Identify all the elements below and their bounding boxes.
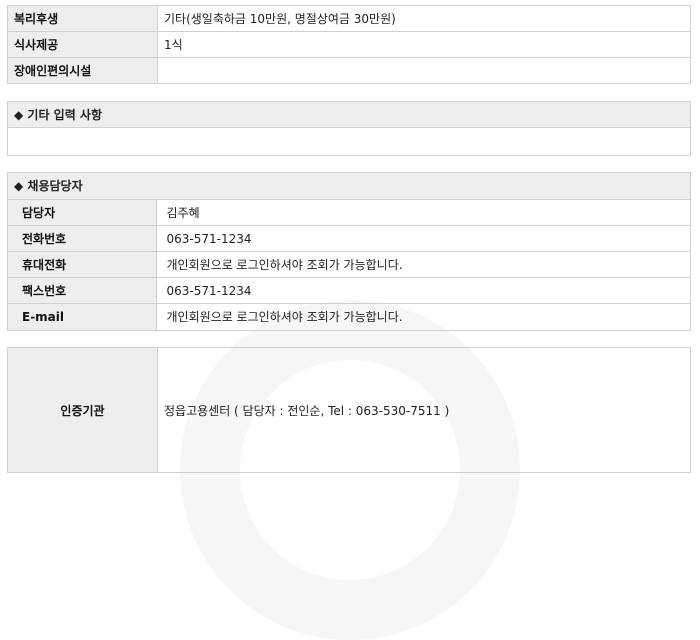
row-value	[157, 57, 691, 84]
row-label: 식사제공	[7, 31, 158, 58]
section-content	[8, 128, 690, 155]
table-row: 팩스번호 063-571-1234	[8, 277, 690, 304]
contact-section: ◆ 채용담당자 담당자 김주혜 전화번호 063-571-1234 휴대전화 개인회원…	[7, 172, 691, 331]
table-row: 복리후생 기타(생일축하금 10만원, 명절상여금 30만원)	[7, 5, 691, 32]
row-label: 담당자	[8, 199, 157, 226]
table-row: 휴대전화 개인회원으로 로그인하셔야 조회가 가능합니다.	[8, 251, 690, 278]
row-label: 팩스번호	[8, 277, 157, 304]
row-value: 개인회원으로 로그인하셔야 조회가 가능합니다.	[156, 251, 690, 278]
row-label: 복리후생	[7, 5, 158, 32]
row-label: 인증기관	[7, 347, 158, 473]
row-value: 정읍고용센터 ( 담당자 : 전인순, Tel : 063-530-7511 )	[157, 347, 691, 473]
table-row: 전화번호 063-571-1234	[8, 225, 690, 252]
row-label: E-mail	[8, 303, 157, 330]
table-row: 장애인편의시설	[7, 57, 691, 84]
row-value: 1식	[157, 31, 691, 58]
contact-table: 담당자 김주혜 전화번호 063-571-1234 휴대전화 개인회원으로 로그인하셔…	[8, 199, 690, 330]
row-value: 김주혜	[156, 199, 690, 226]
table-row: 인증기관 정읍고용센터 ( 담당자 : 전인순, Tel : 063-530-75…	[7, 347, 691, 473]
section-title: ◆ 기타 입력 사항	[8, 102, 690, 128]
row-label: 장애인편의시설	[7, 57, 158, 84]
table-row: 담당자 김주혜	[8, 199, 690, 226]
row-value: 기타(생일축하금 10만원, 명절상여금 30만원)	[157, 5, 691, 32]
other-info-section: ◆ 기타 입력 사항	[7, 101, 691, 156]
row-value: 063-571-1234	[156, 225, 690, 252]
row-label: 휴대전화	[8, 251, 157, 278]
section-title: ◆ 채용담당자	[8, 173, 690, 199]
table-row: 식사제공 1식	[7, 31, 691, 58]
row-value: 063-571-1234	[156, 277, 690, 304]
certification-table: 인증기관 정읍고용센터 ( 담당자 : 전인순, Tel : 063-530-75…	[7, 347, 691, 473]
row-label: 전화번호	[8, 225, 157, 252]
row-value: 개인회원으로 로그인하셔야 조회가 가능합니다.	[156, 303, 690, 330]
benefits-table: 복리후생 기타(생일축하금 10만원, 명절상여금 30만원) 식사제공 1식 장애…	[7, 5, 691, 84]
table-row: E-mail 개인회원으로 로그인하셔야 조회가 가능합니다.	[8, 303, 690, 330]
